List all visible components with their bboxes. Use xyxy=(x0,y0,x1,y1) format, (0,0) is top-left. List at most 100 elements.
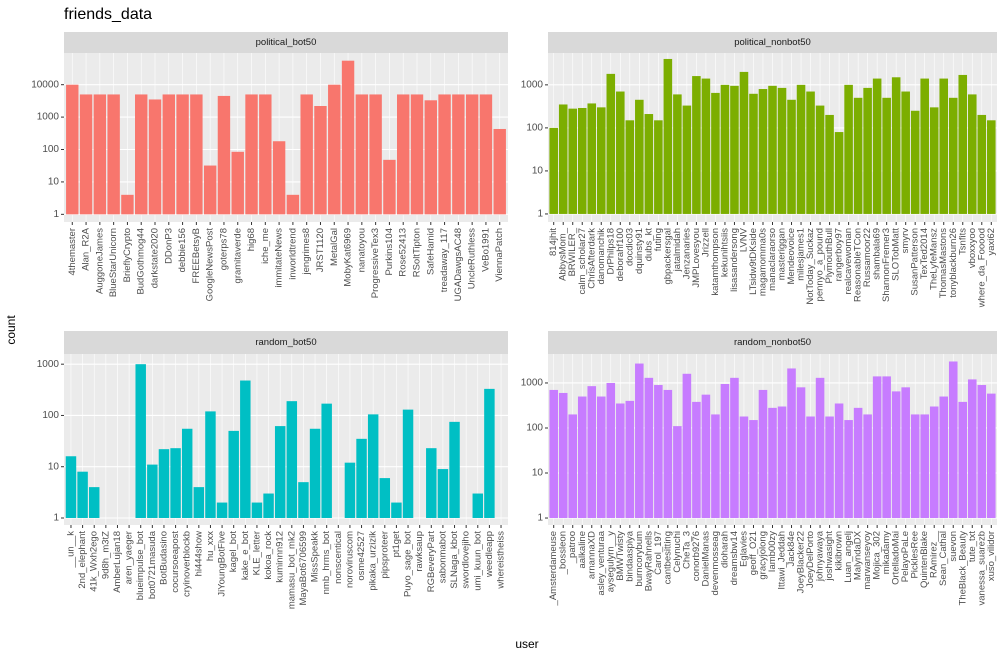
x-tick-label: Iamb00zy xyxy=(767,531,778,572)
x-tick-label: magamomma0s xyxy=(758,228,769,296)
x-tick-label: weedleapp xyxy=(484,531,495,578)
bar xyxy=(787,99,796,214)
bar xyxy=(203,165,217,215)
bar xyxy=(193,487,205,518)
strip xyxy=(548,32,997,53)
x-tick-label: mamasu_bot_mk2 xyxy=(286,531,297,609)
x-tick-label: FREEBetsyB xyxy=(191,228,202,283)
x-tick-label: tute_txt xyxy=(967,531,978,563)
x-tick-label: Celynuchi xyxy=(672,531,683,573)
bar xyxy=(300,94,313,215)
bar xyxy=(606,73,616,214)
bar xyxy=(777,406,787,519)
bar xyxy=(321,403,332,518)
bar xyxy=(882,97,891,214)
bar xyxy=(162,94,175,215)
bar xyxy=(625,120,635,214)
x-tick-label: ProgressiveTex3 xyxy=(370,228,381,298)
x-tick-label: swordlovejiho xyxy=(461,531,472,589)
x-tick-label: burncorybum xyxy=(634,531,645,587)
x-tick-label: milesjames1 xyxy=(796,228,807,281)
bar xyxy=(549,389,558,519)
x-tick-label: GoogleNewsPost xyxy=(205,228,216,302)
bar xyxy=(825,114,834,214)
bar xyxy=(663,389,673,519)
x-tick-label: Purkins104 xyxy=(384,228,395,276)
x-tick-label: jatalmidah xyxy=(672,228,683,272)
bar xyxy=(245,94,258,215)
x-tick-label: TexTed2014 xyxy=(919,228,930,279)
bar xyxy=(673,94,682,214)
strip-label: random_nonbot50 xyxy=(734,337,811,348)
bar xyxy=(549,127,558,214)
x-tick-label: SLOTobMatt xyxy=(891,228,902,281)
x-tick-label: hu_xxx xyxy=(205,531,216,561)
bar xyxy=(910,414,920,519)
bar xyxy=(654,385,663,519)
x-tick-label: RGBeveryPart xyxy=(426,531,437,593)
bar xyxy=(644,114,654,214)
strip xyxy=(64,331,508,354)
x-tick-label: AuggoneJames xyxy=(94,228,105,294)
bar xyxy=(484,388,495,518)
x-tick-label: AmberLujan18 xyxy=(112,531,123,593)
x-tick-label: pennyo_a_pound xyxy=(815,228,826,301)
x-tick-label: jengrimes8 xyxy=(301,228,312,275)
bar xyxy=(654,120,663,214)
bar xyxy=(452,94,465,215)
bar xyxy=(596,396,606,519)
bar xyxy=(286,194,300,215)
bar xyxy=(929,406,939,519)
bar xyxy=(465,94,479,215)
bar xyxy=(967,379,977,519)
bar xyxy=(438,94,451,215)
bar xyxy=(148,99,162,215)
bar xyxy=(356,438,367,518)
bar xyxy=(577,396,587,519)
x-tick-label: nmb_hrms_bot xyxy=(321,531,332,595)
bar xyxy=(181,428,193,518)
bar xyxy=(739,416,749,519)
bar xyxy=(692,401,701,519)
bar xyxy=(355,94,369,215)
x-tick-label: inworldtrend xyxy=(287,228,298,280)
x-axis-label: user xyxy=(515,637,538,651)
bar xyxy=(314,106,327,215)
bar xyxy=(730,85,739,214)
x-tick-label: Carol_197 xyxy=(653,531,664,575)
bar xyxy=(977,114,987,214)
y-tick-label: 10 xyxy=(532,468,544,479)
bar xyxy=(768,85,777,214)
x-tick-label: asley_venturaa xyxy=(596,530,607,595)
x-tick-label: JoeyDelPorto xyxy=(805,531,816,588)
x-tick-label: osme42527 xyxy=(356,531,367,581)
x-tick-label: 2nd_elephant xyxy=(77,531,88,589)
bar xyxy=(701,78,711,214)
bar xyxy=(958,74,968,214)
bar xyxy=(135,94,148,215)
bar xyxy=(568,414,578,519)
x-tick-label: DDonP3 xyxy=(163,228,174,264)
bar xyxy=(251,502,263,518)
bar xyxy=(298,482,309,518)
strip xyxy=(548,331,997,354)
bar xyxy=(739,71,749,214)
x-tick-label: suevon xyxy=(948,531,959,562)
bar xyxy=(190,94,203,215)
bar xyxy=(834,132,844,214)
x-tick-label: BMWTwisty xyxy=(615,531,626,581)
bar xyxy=(170,448,181,518)
x-tick-label: deborahf100 xyxy=(615,228,626,281)
bar xyxy=(806,91,815,214)
bar xyxy=(853,97,863,214)
bar xyxy=(616,403,625,519)
x-tick-label: kake_e_bot xyxy=(240,531,251,580)
bar xyxy=(328,84,341,215)
x-tick-label: gbpackersgal xyxy=(662,228,673,285)
x-tick-label: SafeHamid xyxy=(425,228,436,275)
bar xyxy=(825,416,834,519)
bar xyxy=(616,91,625,214)
bar xyxy=(402,409,414,518)
x-tick-label: arnannaXD xyxy=(586,531,597,579)
x-tick-label: _bossleon xyxy=(558,531,569,575)
